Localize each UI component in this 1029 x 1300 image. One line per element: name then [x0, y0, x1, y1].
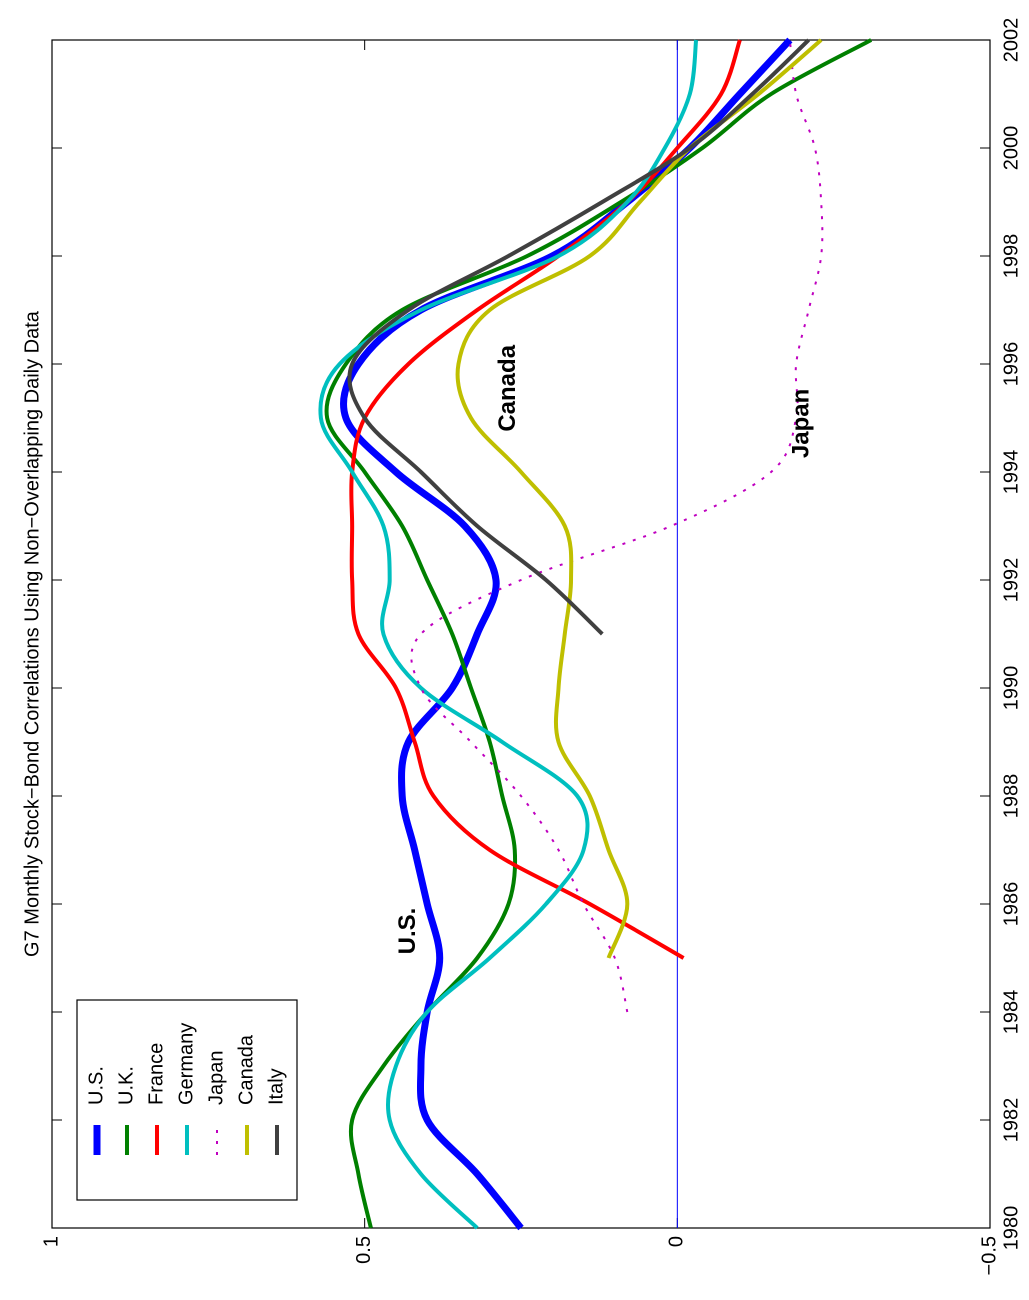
legend-label: Germany [175, 1023, 197, 1105]
y-tick-label: 0 [666, 1236, 688, 1247]
rotated-chart: G7 Monthly Stock−Bond Correlations Using… [21, 18, 1022, 1276]
annotation: Japan [788, 389, 815, 458]
series-line [410, 39, 824, 1013]
legend-label: Italy [265, 1068, 287, 1105]
y-tick-label: −0.5 [978, 1236, 1000, 1275]
x-tick-label: 1982 [1000, 1098, 1022, 1143]
legend-label: Japan [205, 1051, 227, 1106]
legend-label: France [145, 1043, 167, 1105]
series-line [455, 38, 823, 959]
series-line [324, 38, 873, 1229]
annotation: U.S. [394, 908, 421, 955]
series-line [318, 39, 699, 1230]
x-tick-label: 1984 [1000, 990, 1022, 1035]
y-tick-label: 1 [40, 1236, 62, 1247]
y-tick-label: 0.5 [353, 1236, 375, 1264]
x-tick-label: 1998 [1000, 234, 1022, 279]
x-tick-label: 1988 [1000, 774, 1022, 819]
x-tick-label: 1986 [1000, 882, 1022, 927]
legend: U.S. U.K. France Germany Japan Canada Italy [76, 999, 298, 1201]
x-tick-label: 1980 [1000, 1206, 1022, 1251]
x-tick-label: 2000 [1000, 126, 1022, 171]
x-tick-label: 1990 [1000, 666, 1022, 711]
legend-label: Canada [235, 1034, 257, 1105]
x-tick-label: 2002 [1000, 18, 1022, 63]
legend-label: U.K. [115, 1066, 137, 1105]
chart-title: G7 Monthly Stock−Bond Correlations Using… [21, 310, 43, 957]
series-line [347, 38, 811, 636]
x-tick-label: 1994 [1000, 450, 1022, 495]
annotation: Canada [494, 344, 521, 431]
x-tick-label: 1992 [1000, 558, 1022, 603]
legend-label: U.S. [85, 1066, 107, 1105]
x-tick-label: 1996 [1000, 342, 1022, 387]
legend-box [76, 999, 298, 1201]
